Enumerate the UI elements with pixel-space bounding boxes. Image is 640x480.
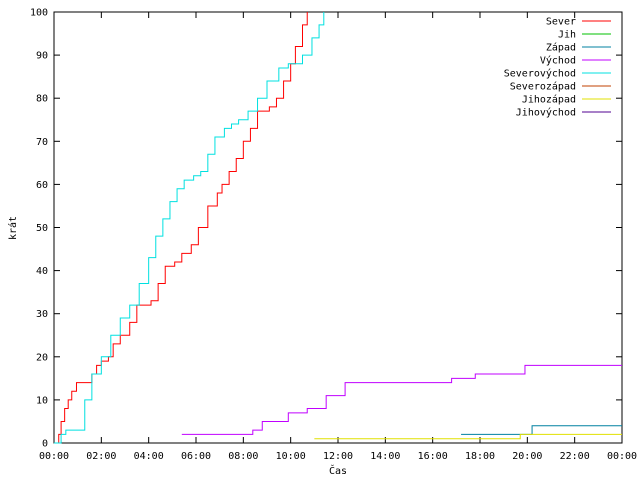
y-tick-label: 0: [42, 439, 48, 450]
legend-label: Jihovýchod: [516, 107, 576, 119]
series-line-2: [461, 425, 622, 435]
legend-label: Sever: [546, 17, 576, 28]
legend-label: Jih: [558, 30, 576, 41]
series-line-3: [181, 364, 622, 435]
x-tick-label: 06:00: [181, 451, 211, 462]
legend-label: Jihozápad: [522, 94, 576, 106]
y-tick-label: 60: [36, 180, 48, 191]
y-tick-label: 20: [36, 352, 48, 363]
y-axis: 0 10 20 30 40 50 60 70 80 90 100: [30, 8, 622, 450]
y-tick-label: 100: [30, 8, 48, 19]
x-tick-label: 16:00: [418, 451, 448, 462]
x-tick-label: 14:00: [370, 451, 400, 462]
x-tick-label: 18:00: [465, 451, 495, 462]
y-tick-label: 90: [36, 51, 48, 62]
y-tick-label: 30: [36, 309, 48, 320]
x-axis-label: Čas: [329, 464, 347, 477]
x-tick-label: 04:00: [134, 451, 164, 462]
y-axis-label: krát: [7, 216, 19, 240]
series-line-4: [54, 12, 325, 444]
y-tick-label: 80: [36, 94, 48, 105]
x-tick-label: 00:00: [39, 451, 69, 462]
series-lines: [54, 12, 622, 444]
legend-label: Severovýchod: [504, 68, 576, 80]
series-line-6: [314, 433, 622, 440]
x-tick-label: 00:00: [607, 451, 637, 462]
legend-label: Západ: [546, 42, 576, 54]
legend-label: Východ: [540, 55, 576, 67]
y-tick-label: 50: [36, 223, 48, 234]
x-tick-label: 22:00: [560, 451, 590, 462]
y-tick-label: 10: [36, 395, 48, 406]
legend: Sever JihZápadVýchodSeverovýchodSeverozáp…: [504, 17, 611, 119]
x-tick-label: 10:00: [276, 451, 306, 462]
series-line-0: [54, 12, 308, 444]
y-tick-label: 40: [36, 266, 48, 277]
y-tick-label: 70: [36, 137, 48, 148]
legend-label: Severozápad: [510, 81, 576, 93]
x-axis: 00:00 02:00 04:00 06:00 08:00 10:00 12:00 14:00…: [39, 12, 637, 462]
x-tick-label: 12:00: [323, 451, 353, 462]
x-tick-label: 02:00: [86, 451, 116, 462]
x-tick-label: 08:00: [228, 451, 258, 462]
x-tick-label: 20:00: [512, 451, 542, 462]
